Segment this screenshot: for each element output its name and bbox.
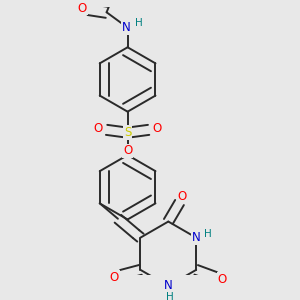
Text: O: O [78, 2, 87, 15]
Text: O: O [123, 144, 132, 158]
Text: O: O [152, 122, 162, 135]
Text: N: N [122, 21, 130, 34]
Text: H: H [135, 19, 143, 28]
Text: O: O [94, 122, 103, 135]
Text: N: N [164, 279, 173, 292]
Text: N: N [192, 231, 201, 244]
Text: O: O [110, 271, 119, 284]
Text: H: H [204, 229, 212, 239]
Text: O: O [178, 190, 187, 203]
Text: O: O [218, 273, 227, 286]
Text: H: H [166, 292, 174, 300]
Text: S: S [124, 126, 131, 139]
